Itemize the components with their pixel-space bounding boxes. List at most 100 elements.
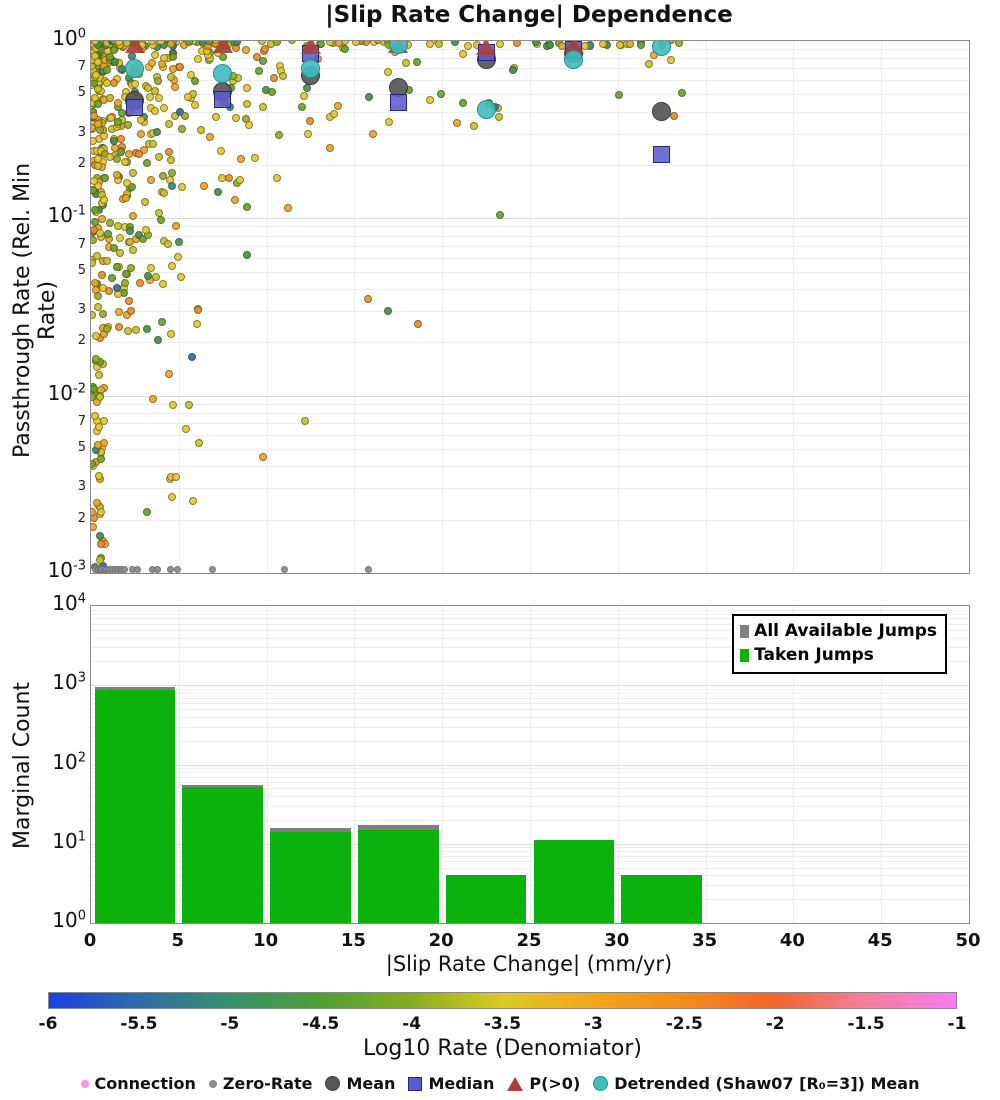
scatter-point	[615, 91, 623, 99]
scatter-point	[172, 473, 180, 481]
scatter-point	[667, 56, 675, 64]
figure: |Slip Rate Change| Dependence 10010-110-…	[0, 0, 1000, 1100]
scatter-point	[169, 53, 177, 61]
scatter-point	[437, 90, 445, 98]
histogram-bar-taken	[270, 832, 351, 923]
scatter-point	[90, 177, 98, 185]
scatter-point	[384, 307, 392, 315]
colorbar-tick-label: -5	[195, 1014, 265, 1034]
gridline	[91, 777, 969, 778]
scatter-point	[459, 99, 467, 107]
scatter-point	[217, 147, 225, 155]
colorbar-tick-label: -4	[377, 1014, 447, 1034]
scatter-point	[303, 84, 311, 92]
gridline	[91, 782, 969, 783]
y-tick-label: 10-3	[18, 558, 86, 582]
scatter-point	[136, 279, 144, 287]
scatter-point	[135, 150, 143, 158]
scatter-point	[191, 101, 199, 109]
scatter-point	[191, 77, 199, 85]
scatter-point	[168, 182, 176, 190]
scatter-point	[509, 66, 517, 74]
scatter-point	[155, 94, 163, 102]
scatter-point	[242, 46, 250, 54]
scatter-point	[185, 401, 193, 409]
scatter-point	[169, 65, 177, 73]
scatter-point	[90, 311, 96, 319]
scatter-point	[496, 40, 504, 48]
colorbar-tick-label: -3.5	[468, 1014, 538, 1034]
x-tick-label: 20	[411, 930, 471, 951]
scatter-point	[678, 89, 686, 97]
y-tick-minor-label: 7	[18, 59, 86, 74]
gridline	[442, 41, 443, 573]
gridline	[91, 772, 969, 773]
gridline	[91, 226, 969, 227]
scatter-point	[129, 246, 137, 254]
scatter-point	[101, 174, 109, 182]
scatter-point	[451, 40, 459, 46]
gridline	[91, 698, 969, 699]
detrended-mean-marker	[301, 59, 320, 78]
scatter-point	[188, 353, 196, 361]
gridline	[706, 41, 707, 573]
scatter-point	[167, 330, 175, 338]
scatter-point	[532, 40, 540, 46]
scatter-point	[124, 327, 132, 335]
scatter-point	[99, 310, 107, 318]
scatter-point	[94, 162, 102, 170]
x-tick-label: 30	[587, 930, 647, 951]
colorbar-tick-label: -2.5	[649, 1014, 719, 1034]
colorbar-tick-label: -1.5	[831, 1014, 901, 1034]
x-tick-label: 50	[938, 930, 998, 951]
scatter-point	[259, 57, 267, 65]
histogram-bar-taken	[446, 875, 527, 923]
histogram-bar-taken	[534, 840, 615, 923]
scatter-point	[334, 102, 342, 110]
detrended-mean-marker	[477, 100, 496, 119]
gridline	[91, 520, 969, 521]
zero-rate-point	[209, 566, 216, 573]
scatter-point	[103, 325, 111, 333]
scatter-point	[300, 92, 308, 100]
figure-legend-label: Zero-Rate	[223, 1074, 313, 1093]
scatter-point	[110, 244, 118, 252]
p-gt0-marker	[301, 40, 321, 54]
scatter-point	[364, 295, 372, 303]
scatter-point	[129, 169, 137, 177]
gridline	[91, 413, 969, 414]
scatter-point	[147, 176, 155, 184]
scatter-point	[470, 122, 478, 130]
scatter-point	[195, 439, 203, 447]
scatter-point	[125, 297, 133, 305]
figure-legend-label: P(>0)	[529, 1074, 580, 1093]
gridline	[91, 423, 969, 424]
gridline	[91, 396, 969, 397]
scatter-point	[160, 104, 168, 112]
scatter-point	[326, 144, 334, 152]
scatter-point	[115, 323, 123, 331]
figure-legend-label: Detrended (Shaw07 [R₀=3]) Mean	[614, 1074, 919, 1093]
scatter-point	[414, 320, 422, 328]
scatter-point	[426, 40, 434, 48]
scatter-point	[495, 113, 503, 121]
zero-rate-point	[365, 566, 372, 573]
colorbar-tick-label: -5.5	[104, 1014, 174, 1034]
scatter-point	[167, 73, 175, 81]
gridline	[91, 466, 969, 467]
scatter-point	[168, 262, 176, 270]
colorbar-tick-label: -6	[13, 1014, 83, 1034]
scatter-point	[90, 259, 96, 267]
legend-triangle-icon	[507, 1077, 523, 1091]
scatter-point	[189, 497, 197, 505]
scatter-point	[114, 99, 122, 107]
scatter-point	[426, 96, 434, 104]
figure-legend-label: Median	[428, 1074, 494, 1093]
scatter-point	[94, 100, 102, 108]
scatter-point	[496, 211, 504, 219]
scatter-point	[236, 176, 244, 184]
scatter-point	[164, 240, 172, 248]
scatter-point	[194, 306, 202, 314]
gridline	[91, 165, 969, 166]
scatter-point	[245, 121, 253, 129]
